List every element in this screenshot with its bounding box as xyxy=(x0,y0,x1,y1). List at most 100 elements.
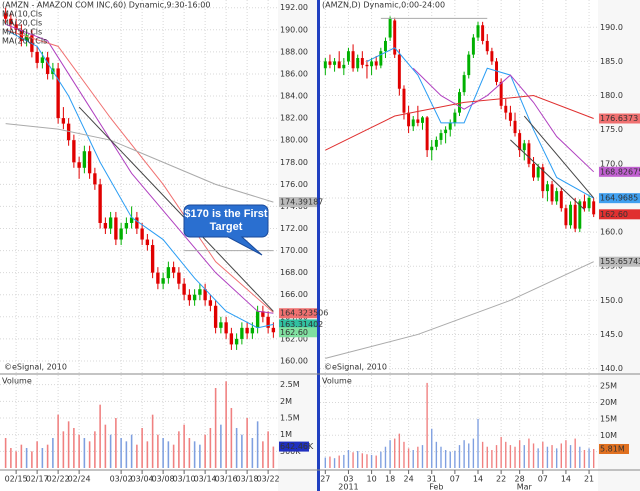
x-tick-label: 03/02 xyxy=(110,475,133,484)
candle-body xyxy=(140,228,144,240)
x-tick-label: 02/24 xyxy=(68,475,91,484)
moving-average xyxy=(5,23,274,314)
x-tick-label: 02/17 xyxy=(26,475,49,484)
candle-body xyxy=(56,68,60,119)
x-tick-label: 02/15 xyxy=(5,475,28,484)
moving-average xyxy=(325,261,594,359)
y-tick-label: 180.00 xyxy=(280,136,308,145)
candle-body xyxy=(485,40,489,52)
candle-body xyxy=(108,217,113,229)
moving-average xyxy=(366,47,594,199)
candle-body xyxy=(421,117,424,123)
y-tick-label: 1M xyxy=(280,430,292,439)
candle-body xyxy=(72,140,76,163)
y-tick-label: 175.0 xyxy=(600,125,623,134)
candle-body xyxy=(213,305,218,328)
callout-box: $170 is the First Target xyxy=(184,208,267,233)
axis-strip xyxy=(598,0,640,491)
y-tick-label: 185.0 xyxy=(600,57,623,66)
candle-body xyxy=(45,57,50,74)
candle-body xyxy=(532,163,536,178)
candle-body xyxy=(161,278,165,284)
x-tick-label: 2011 xyxy=(338,483,358,491)
candle-body xyxy=(508,112,512,121)
y-tick-label: 15M xyxy=(600,414,617,423)
candle-body xyxy=(187,294,192,301)
last-value-box xyxy=(279,441,309,452)
candle-body xyxy=(550,184,554,202)
x-tick-label: 31 xyxy=(427,475,437,484)
candle-body xyxy=(114,217,118,240)
candle-body xyxy=(430,146,434,151)
candle-body xyxy=(346,51,350,62)
candle-body xyxy=(219,322,223,328)
candle-body xyxy=(495,61,498,82)
candle-body xyxy=(182,283,186,295)
candle-body xyxy=(342,64,346,69)
last-value-label: 5.81M xyxy=(600,444,625,453)
x-tick-label: 03/18 xyxy=(236,475,259,484)
candle-body xyxy=(156,272,160,284)
candle-body xyxy=(522,143,526,151)
candle-body xyxy=(578,201,582,229)
x-tick-label: 24 xyxy=(404,475,414,484)
candle-body xyxy=(490,51,494,62)
candle-body xyxy=(504,105,508,113)
x-tick-label: 03 xyxy=(343,475,353,484)
legend-entry: MA(200,Cls xyxy=(2,37,47,46)
last-value-label: 168.82675 xyxy=(600,167,640,176)
candle-body xyxy=(555,191,559,202)
candle-body xyxy=(518,133,522,151)
candle-body xyxy=(234,338,239,345)
x-tick-label: 28 xyxy=(515,475,525,484)
last-value-label: 176.6373 xyxy=(600,114,638,123)
candle-body xyxy=(545,184,549,192)
candle-body xyxy=(467,54,471,76)
moving-average xyxy=(325,95,594,151)
moving-average xyxy=(412,67,595,173)
candle-body xyxy=(513,120,517,134)
candle-body xyxy=(383,40,387,52)
candle-body xyxy=(527,143,531,164)
panel-label: Volume xyxy=(2,377,32,386)
candle-body xyxy=(129,217,134,223)
y-tick-label: 184.00 xyxy=(280,92,308,101)
last-value-box xyxy=(279,197,317,208)
y-tick-label: 168.00 xyxy=(280,268,308,277)
candle-body xyxy=(573,204,577,229)
y-tick-label: 160.0 xyxy=(600,228,623,237)
y-tick-label: 2.5M xyxy=(280,380,300,389)
candle-body xyxy=(425,117,429,151)
candle-body xyxy=(145,239,150,246)
candle-body xyxy=(245,327,249,334)
last-value-box xyxy=(599,113,640,124)
x-tick-label: 07 xyxy=(538,475,548,484)
candle-body xyxy=(402,88,406,113)
x-tick-label: 18 xyxy=(385,475,395,484)
y-tick-label: 1.5M xyxy=(280,414,300,423)
candle-body xyxy=(370,61,374,67)
last-value-box xyxy=(599,193,640,204)
candle-body xyxy=(587,197,591,209)
candle-body xyxy=(135,217,139,229)
y-tick-label: 170.0 xyxy=(600,159,623,168)
last-value-label: 162.60 xyxy=(600,210,628,219)
x-tick-label: 10 xyxy=(366,475,376,484)
candle-body xyxy=(481,25,485,41)
x-tick-label: 21 xyxy=(584,475,594,484)
trendline xyxy=(523,115,595,199)
candle-body xyxy=(240,327,244,339)
y-tick-label: 25M xyxy=(600,382,617,391)
last-value-box xyxy=(279,308,317,319)
candle-body xyxy=(93,173,97,185)
candle-body xyxy=(388,18,392,38)
candle-body xyxy=(261,311,265,317)
candle-body xyxy=(3,13,8,19)
last-value-box xyxy=(599,256,640,267)
y-tick-label: 182.00 xyxy=(280,114,308,123)
candle-body xyxy=(40,57,45,63)
candle-body xyxy=(337,61,341,69)
x-tick-label: 03/04 xyxy=(131,475,154,484)
candle-body xyxy=(208,300,213,306)
candle-body xyxy=(150,245,155,273)
